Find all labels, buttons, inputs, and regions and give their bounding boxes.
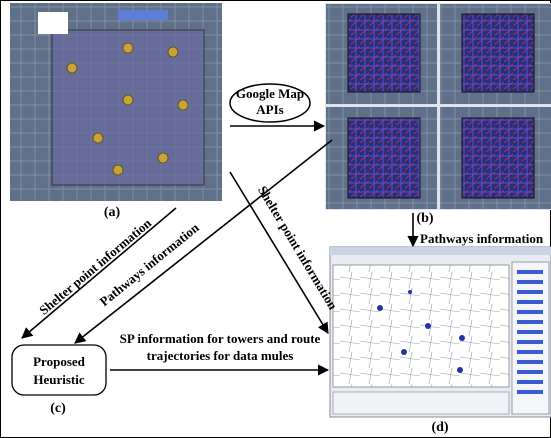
- api-label: Google Map: [236, 86, 304, 101]
- edge-label: Pathways information: [97, 219, 203, 309]
- edge-label: trajectories for data mules: [147, 348, 294, 363]
- map-screenshot: [10, 3, 222, 201]
- edge-label: SP information for towers and route: [120, 331, 321, 346]
- edge-label: Pathways information: [420, 231, 544, 246]
- panel-label: (d): [431, 420, 448, 435]
- panel-label: (b): [416, 211, 433, 226]
- api-label: APIs: [256, 102, 283, 117]
- panel-label: (c): [50, 401, 66, 416]
- node-label: Proposed: [33, 354, 86, 369]
- pathway-maps: [325, 3, 551, 210]
- diagram: (a) (b) Google Map APIs (d) Pathways inf…: [0, 0, 551, 438]
- tool-screenshot: [330, 247, 551, 417]
- panel-label: (a): [104, 205, 121, 220]
- arrow: [230, 172, 328, 333]
- node-label: Heuristic: [33, 372, 84, 387]
- heuristic-node: [12, 345, 106, 395]
